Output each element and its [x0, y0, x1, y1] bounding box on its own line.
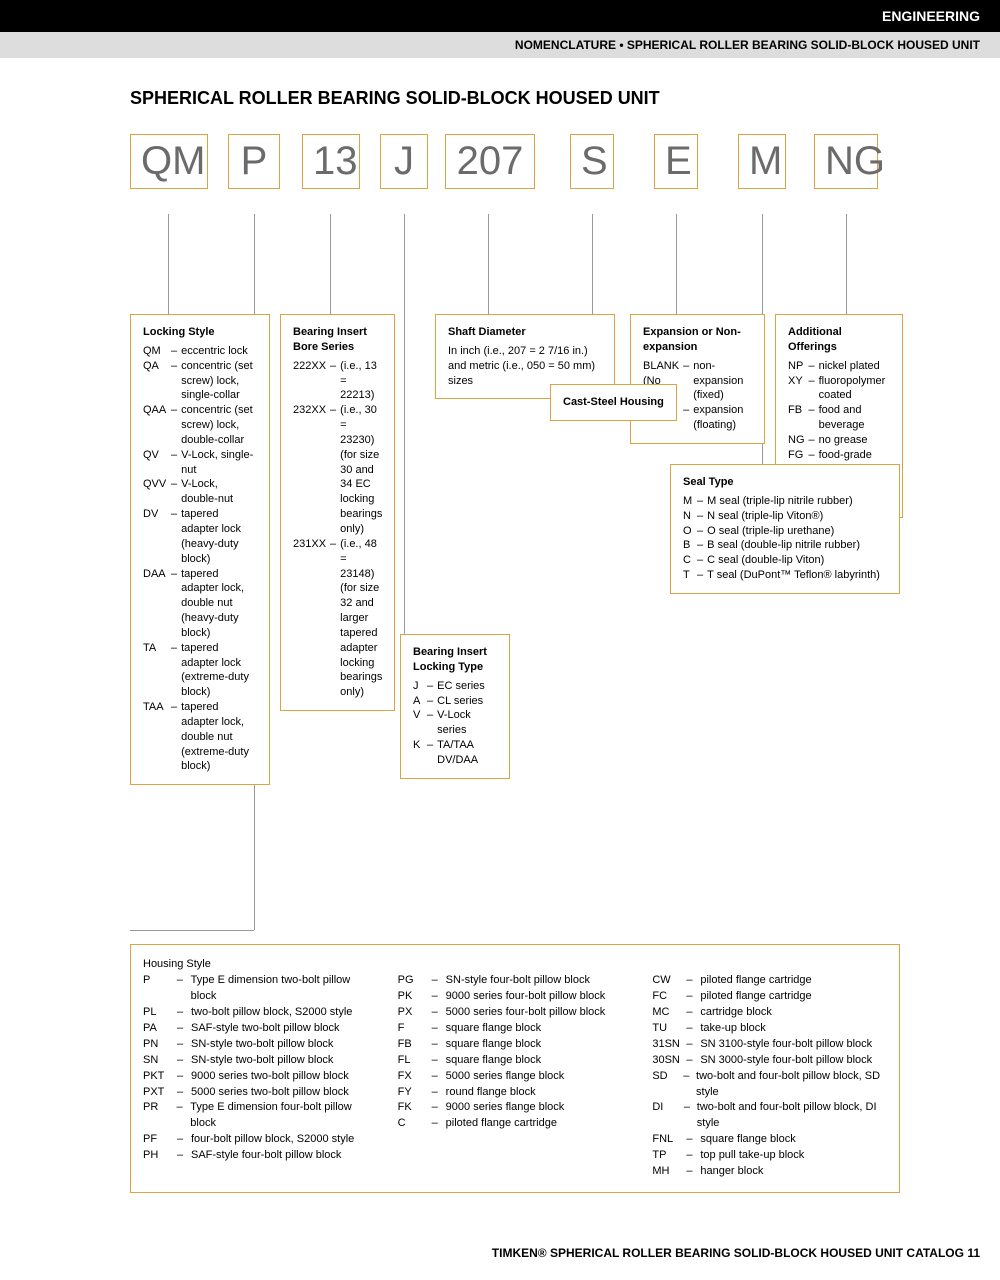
seal-type-box: Seal TypeM–M seal (triple-lip nitrile ru…: [670, 464, 900, 594]
code-ng: NG: [814, 134, 878, 189]
subtitle-bar: NOMENCLATURE • SPHERICAL ROLLER BEARING …: [0, 32, 1000, 58]
code-p: P: [228, 134, 280, 189]
code-j: J: [380, 134, 428, 189]
code-s: S: [570, 134, 614, 189]
code-sequence: QM P 13 J 207 SEM NG: [130, 134, 900, 214]
page-title: SPHERICAL ROLLER BEARING SOLID-BLOCK HOU…: [130, 88, 900, 109]
info-diagram: Locking StyleQM–eccentric lockQA–concent…: [130, 214, 900, 934]
code-13: 13: [302, 134, 360, 189]
housing-style-box: Housing StyleP–Type E dimension two-bolt…: [130, 944, 900, 1193]
code-qm: QM: [130, 134, 208, 189]
expansion-box: Expansion or Non-expansionBLANK(Noletter…: [630, 314, 765, 444]
locking-type-box: Bearing Insert Locking TypeJ–EC seriesA–…: [400, 634, 510, 779]
code-207: 207: [445, 134, 535, 189]
section-header: ENGINEERING: [0, 0, 1000, 32]
code-m: M: [738, 134, 786, 189]
page-footer: TIMKEN® SPHERICAL ROLLER BEARING SOLID-B…: [492, 1246, 980, 1260]
bore-series-box: Bearing Insert Bore Series222XX–(i.e., 1…: [280, 314, 395, 711]
cast-steel-box: Cast-Steel Housing: [550, 384, 677, 421]
code-e: E: [654, 134, 698, 189]
locking-style-box: Locking StyleQM–eccentric lockQA–concent…: [130, 314, 270, 785]
